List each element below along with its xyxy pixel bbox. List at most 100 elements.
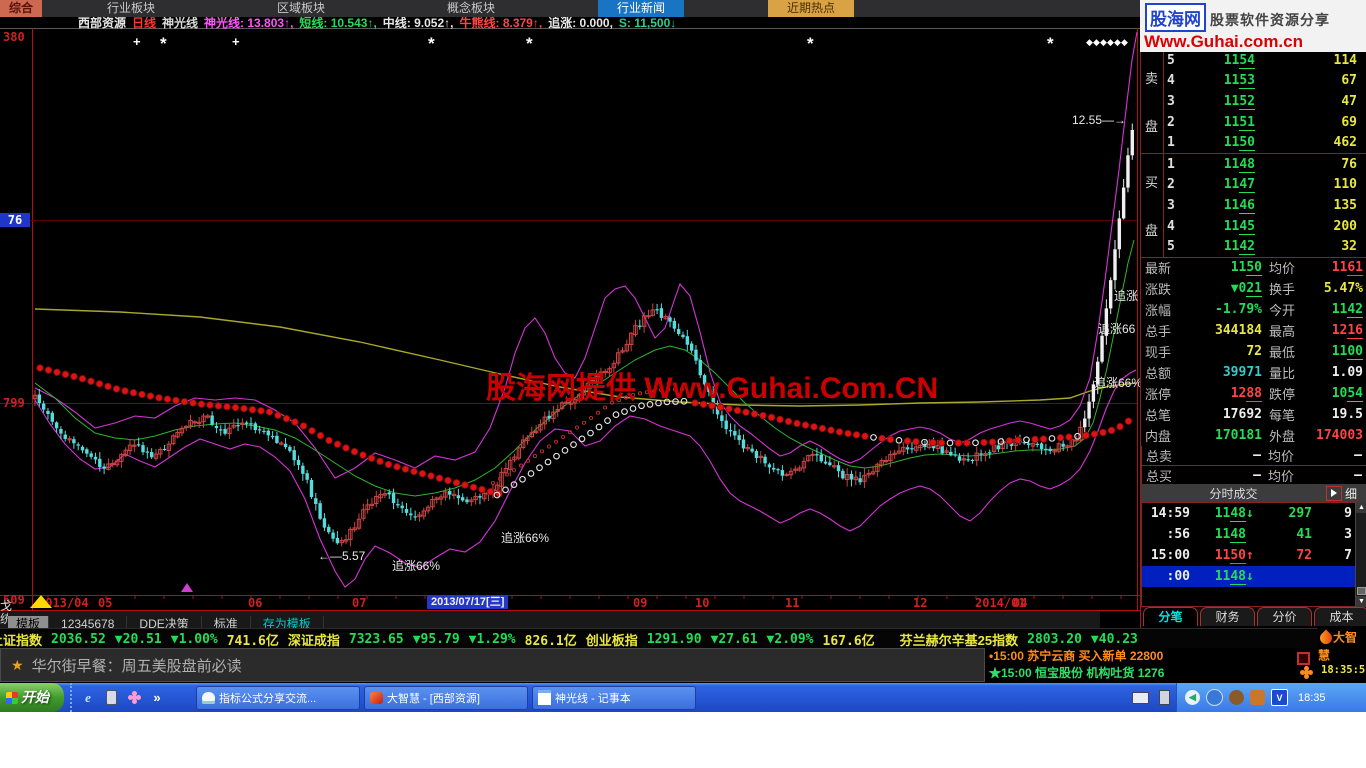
book-level: 5 — [1167, 239, 1175, 255]
book-level: 2 — [1167, 177, 1175, 193]
brand-name: 大智慧 — [1318, 630, 1358, 663]
taskbar-clock[interactable]: 18:35 — [1298, 691, 1326, 704]
stats-value: 39971 — [1222, 365, 1262, 380]
stats-label: 总手 — [1145, 324, 1172, 339]
book-level: 2 — [1167, 114, 1175, 130]
chevron-icon[interactable]: » — [153, 690, 161, 705]
order-book-row[interactable]: 2 1151 69 — [1141, 112, 1366, 133]
play-icon[interactable] — [1326, 485, 1342, 501]
template-clipped-item: 统 — [0, 612, 8, 626]
tick-row[interactable]: 14:59 1148 ↓ 297 9 — [1142, 503, 1366, 524]
menu-tab-5[interactable]: 行业新闻 — [598, 0, 684, 17]
tab-分价[interactable]: 分价 — [1257, 607, 1312, 626]
index-name[interactable]: 创业板指 — [585, 632, 638, 648]
stats-label: 涨停 — [1145, 387, 1172, 402]
index-percent: ▼1.00% — [170, 631, 218, 647]
tab-财务[interactable]: 财务 — [1200, 607, 1255, 626]
scroll-down-icon[interactable]: ▼ — [1356, 596, 1366, 607]
star-icon: ★ — [11, 656, 24, 673]
menu-tab-3[interactable]: 区域板块 — [276, 1, 325, 15]
foreign-index-value: 2803.20 — [1027, 631, 1082, 647]
menu-tab-2[interactable]: 行业板块 — [106, 1, 155, 15]
tick-detail-button[interactable]: 细 — [1345, 486, 1358, 501]
order-book-row[interactable]: 4 1153 67 — [1141, 71, 1366, 92]
task-button-1[interactable]: 指标公式分享交流... — [196, 685, 360, 710]
index-name[interactable]: 深证成指 — [287, 632, 340, 648]
tick-row[interactable]: :00 1148 ↓ — [1142, 566, 1366, 587]
index-value: 7323.65 — [348, 631, 404, 647]
alert-square-icon[interactable] — [1297, 652, 1310, 665]
indicator-value-3: 神光线 — [162, 16, 199, 30]
tick-time: 15:00 — [1150, 548, 1190, 563]
tick-arrow: ↓ — [1246, 506, 1254, 521]
volume-icon[interactable] — [1229, 690, 1244, 705]
date-axis-label: 04 — [1013, 596, 1028, 610]
tick-arrow: ↑ — [1246, 548, 1254, 563]
order-book-row[interactable]: 1 1150 462 — [1141, 132, 1366, 154]
stats-label: 现手 — [1145, 345, 1172, 360]
network-icon[interactable] — [1206, 689, 1223, 706]
news-ticker[interactable]: ★ 华尔街早餐：周五美股盘前必读 — [0, 648, 985, 682]
windows-flag-icon — [6, 692, 18, 704]
alert-row[interactable]: ★15:00 恒宝股份 机构吐货 1276 — [989, 666, 1165, 680]
menu-tab-6[interactable]: 近期热点 — [768, 0, 854, 17]
restore-icon[interactable]: ◀ — [1185, 690, 1200, 705]
ticker-text: 华尔街早餐：周五美股盘前必读 — [31, 657, 242, 675]
order-book-row[interactable]: 3 1146 135 — [1141, 195, 1366, 216]
plug-icon[interactable] — [1250, 690, 1265, 705]
task-button-3[interactable]: 神光线 - 记事本 — [532, 685, 696, 710]
template-item-3[interactable]: DDE决策 — [127, 616, 202, 633]
order-book-row[interactable]: 5 1154 114 — [1141, 50, 1366, 71]
tick-time: :56 — [1166, 527, 1190, 542]
watermark-tagline: 股票软件资源分享 — [1210, 12, 1330, 28]
index-name[interactable]: 上证指数 — [0, 632, 42, 648]
antivirus-icon[interactable]: V — [1271, 689, 1288, 706]
order-book-gutter: 卖 盘 买 盘 — [1141, 50, 1164, 257]
alert-row[interactable]: •15:00 苏宁云商 买入新单 22800 — [989, 649, 1164, 663]
flower-icon[interactable] — [126, 690, 142, 706]
menu-tab-1[interactable]: 综合 — [0, 0, 42, 17]
book-level: 1 — [1167, 135, 1175, 151]
stats-row: 总笔 17692 每笔 19.5 — [1141, 404, 1366, 425]
order-book-row[interactable]: 5 1142 32 — [1141, 236, 1366, 257]
date-axis-label: 09 — [633, 596, 648, 610]
scroll-handle[interactable] — [1357, 587, 1366, 595]
ie-icon[interactable]: e — [85, 689, 91, 705]
candlestick-chart[interactable]: + +* * * * * ◆ ◆ ◆ ◆ ◆ ◆←—5.57追涨66%追涨66%12.55—→追涨追涨… — [0, 0, 1140, 612]
order-book-row[interactable]: 4 1145 200 — [1141, 216, 1366, 237]
foreign-index-name[interactable]: 芬兰赫尔辛基25指数 — [899, 632, 1019, 648]
book-volume: 462 — [1333, 135, 1357, 151]
keyboard-icon[interactable] — [1132, 691, 1149, 704]
draw-triangle-icon[interactable] — [30, 595, 52, 608]
totals-label: 总买 — [1146, 469, 1173, 484]
trading-app-window: 综合 行业板块 区域板块 概念板块 行业新闻 近期热点 + + * * * * * ◆ ◆ ◆ ◆ ◆ ◆ ←—5.… — [0, 0, 1366, 712]
tick-price: 1148 — [1214, 569, 1246, 585]
order-book-row[interactable]: 3 1152 47 — [1141, 91, 1366, 112]
tick-row[interactable]: 15:00 1150 ↑ 72 7 — [1142, 545, 1366, 566]
order-book-row[interactable]: 1 1148 76 — [1141, 154, 1366, 175]
task-button-2[interactable]: 大智慧 - [西部资源] — [364, 685, 528, 710]
template-item-5[interactable]: 存为模板 — [251, 616, 324, 633]
tab-分笔[interactable]: 分笔 — [1143, 607, 1198, 626]
tick-scrollbar[interactable]: ▲ ▼ — [1355, 502, 1366, 607]
template-item-2[interactable]: 12345678 — [49, 616, 128, 633]
menu-tab-4[interactable]: 概念板块 — [446, 1, 495, 15]
phone-icon[interactable] — [103, 690, 119, 706]
start-button[interactable]: 开始 — [0, 683, 64, 712]
stats-value: 174003 — [1316, 428, 1363, 443]
scroll-up-icon[interactable]: ▲ — [1356, 502, 1366, 513]
note-icon — [538, 690, 551, 705]
order-book-row[interactable]: 2 1147 110 — [1141, 175, 1366, 196]
totals-label: 均价 — [1268, 449, 1295, 464]
tick-count: 9 — [1344, 506, 1352, 521]
tick-row[interactable]: :56 1148 41 3 — [1142, 524, 1366, 545]
template-item-4[interactable]: 标准 — [202, 616, 251, 633]
gear-icon[interactable] — [1304, 670, 1309, 675]
stats-label: 最新 — [1145, 261, 1172, 276]
tick-volume: 297 — [1288, 506, 1312, 521]
price-axis-label: 380 — [3, 30, 25, 44]
usb-icon[interactable] — [1159, 690, 1170, 705]
stats-value: 1100 — [1331, 344, 1363, 360]
stats-row: 涨幅 -1.79% 今开 1142 — [1141, 299, 1366, 320]
tab-成本[interactable]: 成本 — [1314, 607, 1366, 626]
